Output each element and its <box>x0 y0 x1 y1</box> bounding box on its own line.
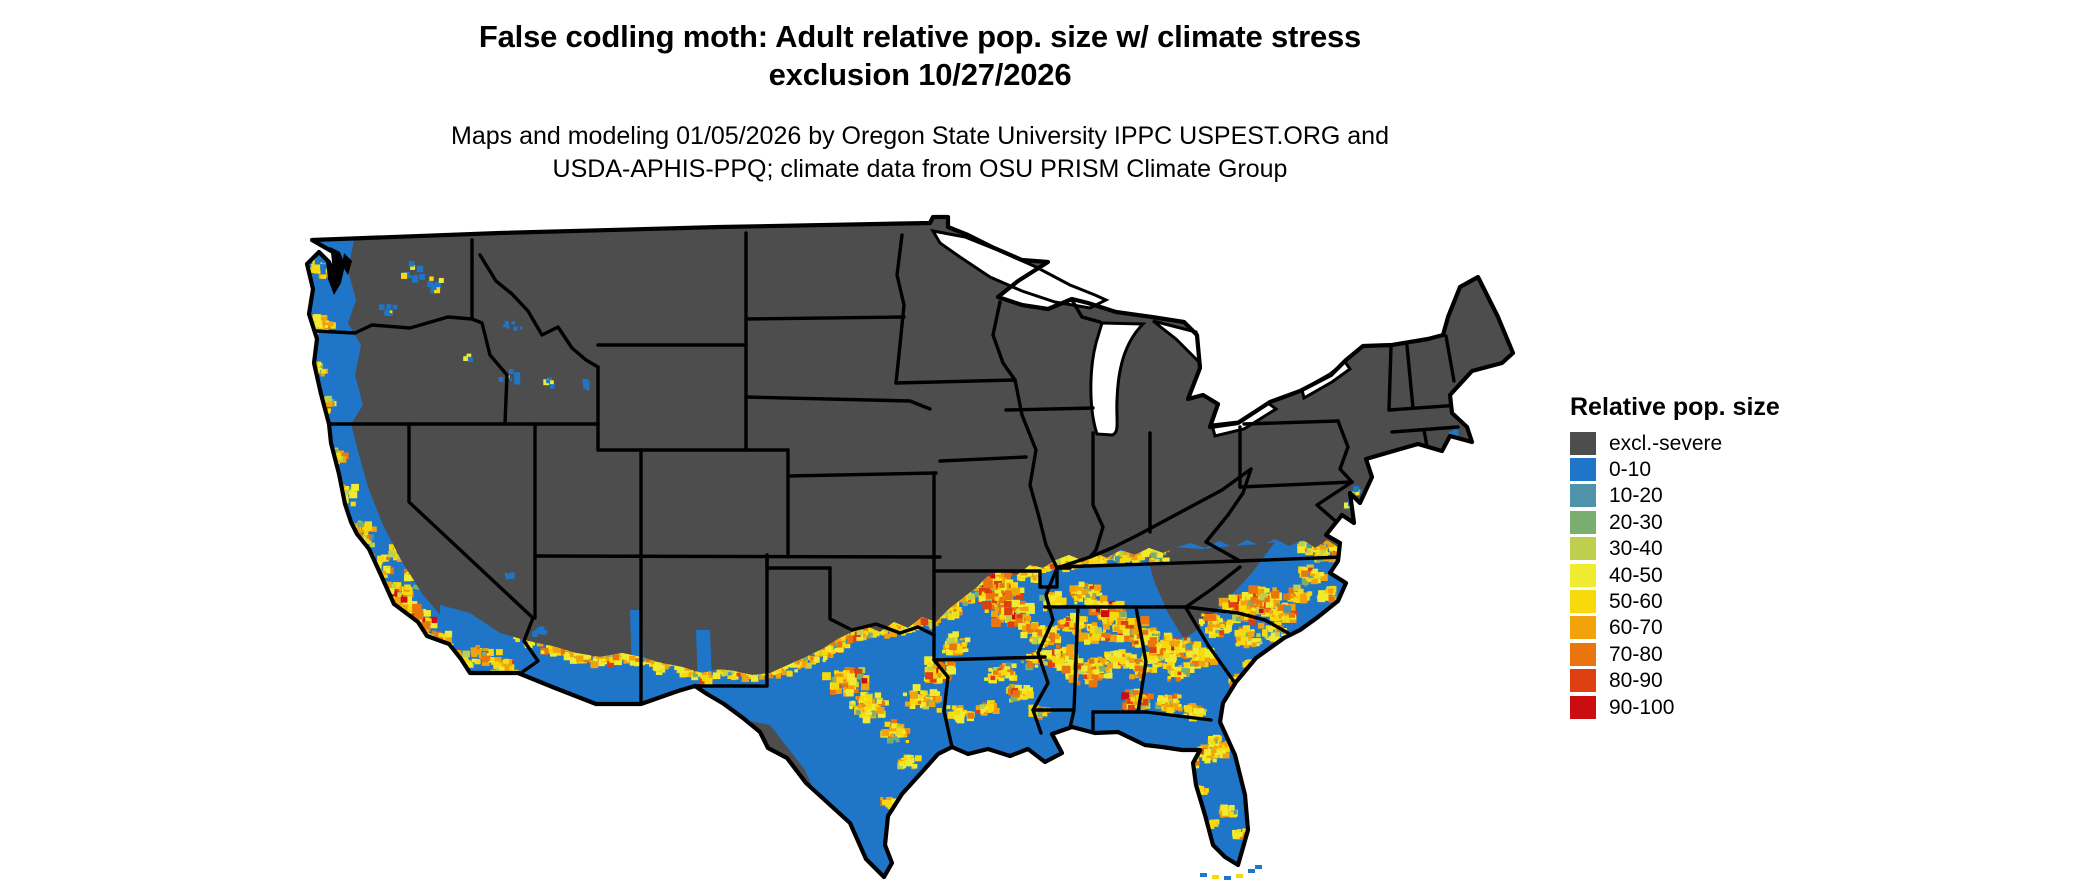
legend-item: 30-40 <box>1570 536 1870 562</box>
legend-label: 40-50 <box>1609 563 1663 587</box>
legend-swatch <box>1570 590 1596 614</box>
legend-swatch <box>1570 669 1596 693</box>
legend-items: excl.-severe 0-10 10-20 20-30 30-40 40-5… <box>1570 430 1870 720</box>
legend-swatch <box>1570 563 1596 587</box>
legend-label: excl.-severe <box>1609 431 1723 455</box>
legend-label: 10-20 <box>1609 484 1663 508</box>
legend: Relative pop. size excl.-severe 0-10 10-… <box>1570 394 1870 720</box>
page-subtitle: Maps and modeling 01/05/2026 by Oregon S… <box>250 120 1590 186</box>
legend-swatch <box>1570 458 1596 482</box>
title-line2: exclusion 10/27/2026 <box>768 57 1072 92</box>
subtitle-line2: USDA-APHIS-PPQ; climate data from OSU PR… <box>552 155 1288 183</box>
legend-swatch <box>1570 537 1596 561</box>
legend-item: 70-80 <box>1570 641 1870 667</box>
legend-label: 30-40 <box>1609 537 1663 561</box>
legend-label: 80-90 <box>1609 669 1663 693</box>
legend-item: excl.-severe <box>1570 430 1870 456</box>
legend-label: 0-10 <box>1609 458 1652 482</box>
legend-label: 90-100 <box>1609 695 1675 719</box>
legend-item: 20-30 <box>1570 509 1870 535</box>
legend-item: 10-20 <box>1570 483 1870 509</box>
legend-item: 40-50 <box>1570 562 1870 588</box>
legend-title: Relative pop. size <box>1570 393 1780 421</box>
legend-swatch <box>1570 484 1596 508</box>
legend-item: 50-60 <box>1570 588 1870 614</box>
legend-label: 50-60 <box>1609 590 1663 614</box>
legend-swatch <box>1570 616 1596 640</box>
legend-label: 70-80 <box>1609 642 1663 666</box>
legend-item: 60-70 <box>1570 615 1870 641</box>
legend-swatch <box>1570 695 1596 719</box>
legend-swatch <box>1570 510 1596 534</box>
page-title: False codling moth: Adult relative pop. … <box>250 18 1590 94</box>
legend-swatch <box>1570 642 1596 666</box>
legend-label: 60-70 <box>1609 616 1663 640</box>
us-map <box>304 214 1516 880</box>
subtitle-line1: Maps and modeling 01/05/2026 by Oregon S… <box>451 122 1389 150</box>
legend-swatch <box>1570 431 1596 455</box>
legend-label: 20-30 <box>1609 510 1663 534</box>
legend-item: 0-10 <box>1570 456 1870 482</box>
title-line1: False codling moth: Adult relative pop. … <box>478 19 1362 54</box>
legend-item: 80-90 <box>1570 668 1870 694</box>
legend-item: 90-100 <box>1570 694 1870 720</box>
